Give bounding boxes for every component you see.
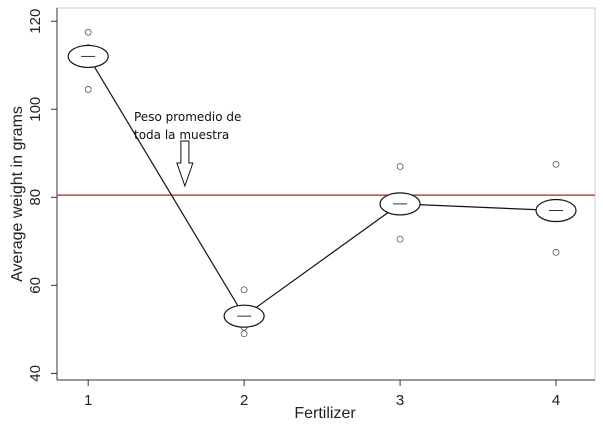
y-tick-label: 60: [27, 277, 44, 294]
observation-point: [552, 248, 560, 256]
x-tick-label: 1: [84, 392, 92, 409]
y-tick-label: 80: [27, 189, 44, 206]
observation-point: [240, 330, 248, 338]
mean-line: [87, 56, 557, 318]
down-arrow-icon: [176, 140, 194, 188]
x-tick-label: 4: [552, 392, 560, 409]
annotation-line-2: toda la muestra: [134, 128, 229, 142]
y-axis-title: Average weight in grams: [9, 106, 26, 282]
observation-point: [552, 160, 560, 168]
y-tick-label: 40: [27, 365, 44, 382]
x-tick-label: 3: [396, 392, 404, 409]
annotation: Peso promedio de toda la muestra: [134, 110, 241, 188]
y-tick-label: 100: [27, 97, 44, 122]
observation-point: [84, 28, 92, 36]
observation-point: [84, 86, 92, 93]
observation-point: [396, 235, 404, 243]
observation-point: [240, 286, 248, 294]
x-axis-title: Fertilizer: [294, 405, 356, 422]
plot-area: [56, 7, 596, 381]
y-tick-label: 120: [27, 9, 44, 34]
group-mean-markers: [67, 44, 577, 328]
mean-line-group: [87, 56, 557, 318]
y-axis: 40 60 80 100 120: [27, 8, 58, 382]
x-tick-label: 2: [240, 392, 248, 409]
x-axis: 1 2 3 4: [57, 379, 595, 409]
observation-point: [396, 163, 404, 170]
annotation-line-1: Peso promedio de: [134, 110, 241, 124]
